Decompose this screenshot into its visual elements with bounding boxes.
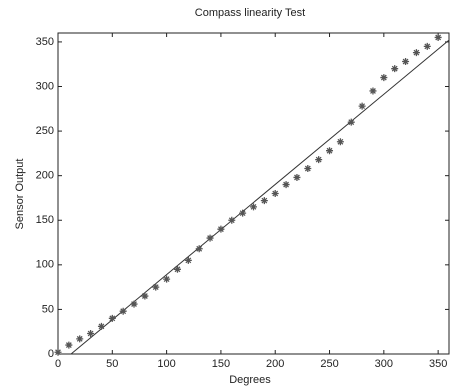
point (412, 49, 420, 57)
point (119, 307, 127, 315)
y-tick-label: 150 (36, 214, 54, 226)
x-tick-label: 100 (157, 358, 175, 370)
point (76, 335, 84, 343)
point (358, 102, 366, 110)
point (250, 203, 257, 211)
y-tick-label: 0 (48, 348, 54, 360)
y-tick-label: 300 (36, 80, 54, 92)
x-tick-label: 350 (429, 358, 447, 370)
y-tick-label: 200 (36, 170, 54, 182)
point (141, 292, 149, 300)
point (217, 225, 225, 233)
point (54, 348, 62, 356)
point (206, 234, 214, 242)
plot-frame (57, 32, 450, 355)
point (184, 256, 192, 264)
y-axis-label: Sensor Output (14, 159, 26, 230)
point (108, 314, 116, 322)
point (326, 147, 334, 155)
fit-line (70, 39, 450, 355)
x-tick-label: 0 (55, 358, 61, 370)
point (130, 300, 138, 308)
point (163, 275, 171, 283)
point (304, 165, 312, 173)
point (173, 265, 181, 273)
x-tick-label: 50 (106, 358, 118, 370)
point (87, 329, 95, 337)
x-tick-label: 200 (266, 358, 284, 370)
point (97, 322, 105, 330)
point (423, 42, 431, 50)
point (434, 33, 442, 41)
point (271, 190, 279, 197)
point (260, 197, 268, 205)
point (347, 118, 355, 126)
point (239, 209, 247, 217)
point (282, 181, 290, 189)
y-tick-label: 250 (36, 125, 54, 137)
x-tick-label: 300 (375, 358, 393, 370)
y-tick-label: 350 (36, 36, 54, 48)
point (195, 245, 203, 253)
point (293, 173, 301, 181)
x-axis-label: Degrees (229, 374, 271, 386)
point (391, 65, 399, 73)
point (315, 156, 323, 164)
point (228, 216, 236, 224)
point (402, 58, 410, 66)
y-tick-label: 100 (36, 259, 54, 271)
x-tick-label: 250 (320, 358, 338, 370)
point (152, 283, 160, 291)
x-tick-label: 150 (212, 358, 230, 370)
point (336, 138, 344, 146)
chart-title: Compass linearity Test (195, 7, 305, 19)
point (380, 74, 388, 82)
point (65, 341, 73, 349)
point (369, 87, 377, 95)
y-tick-label: 50 (42, 303, 54, 315)
